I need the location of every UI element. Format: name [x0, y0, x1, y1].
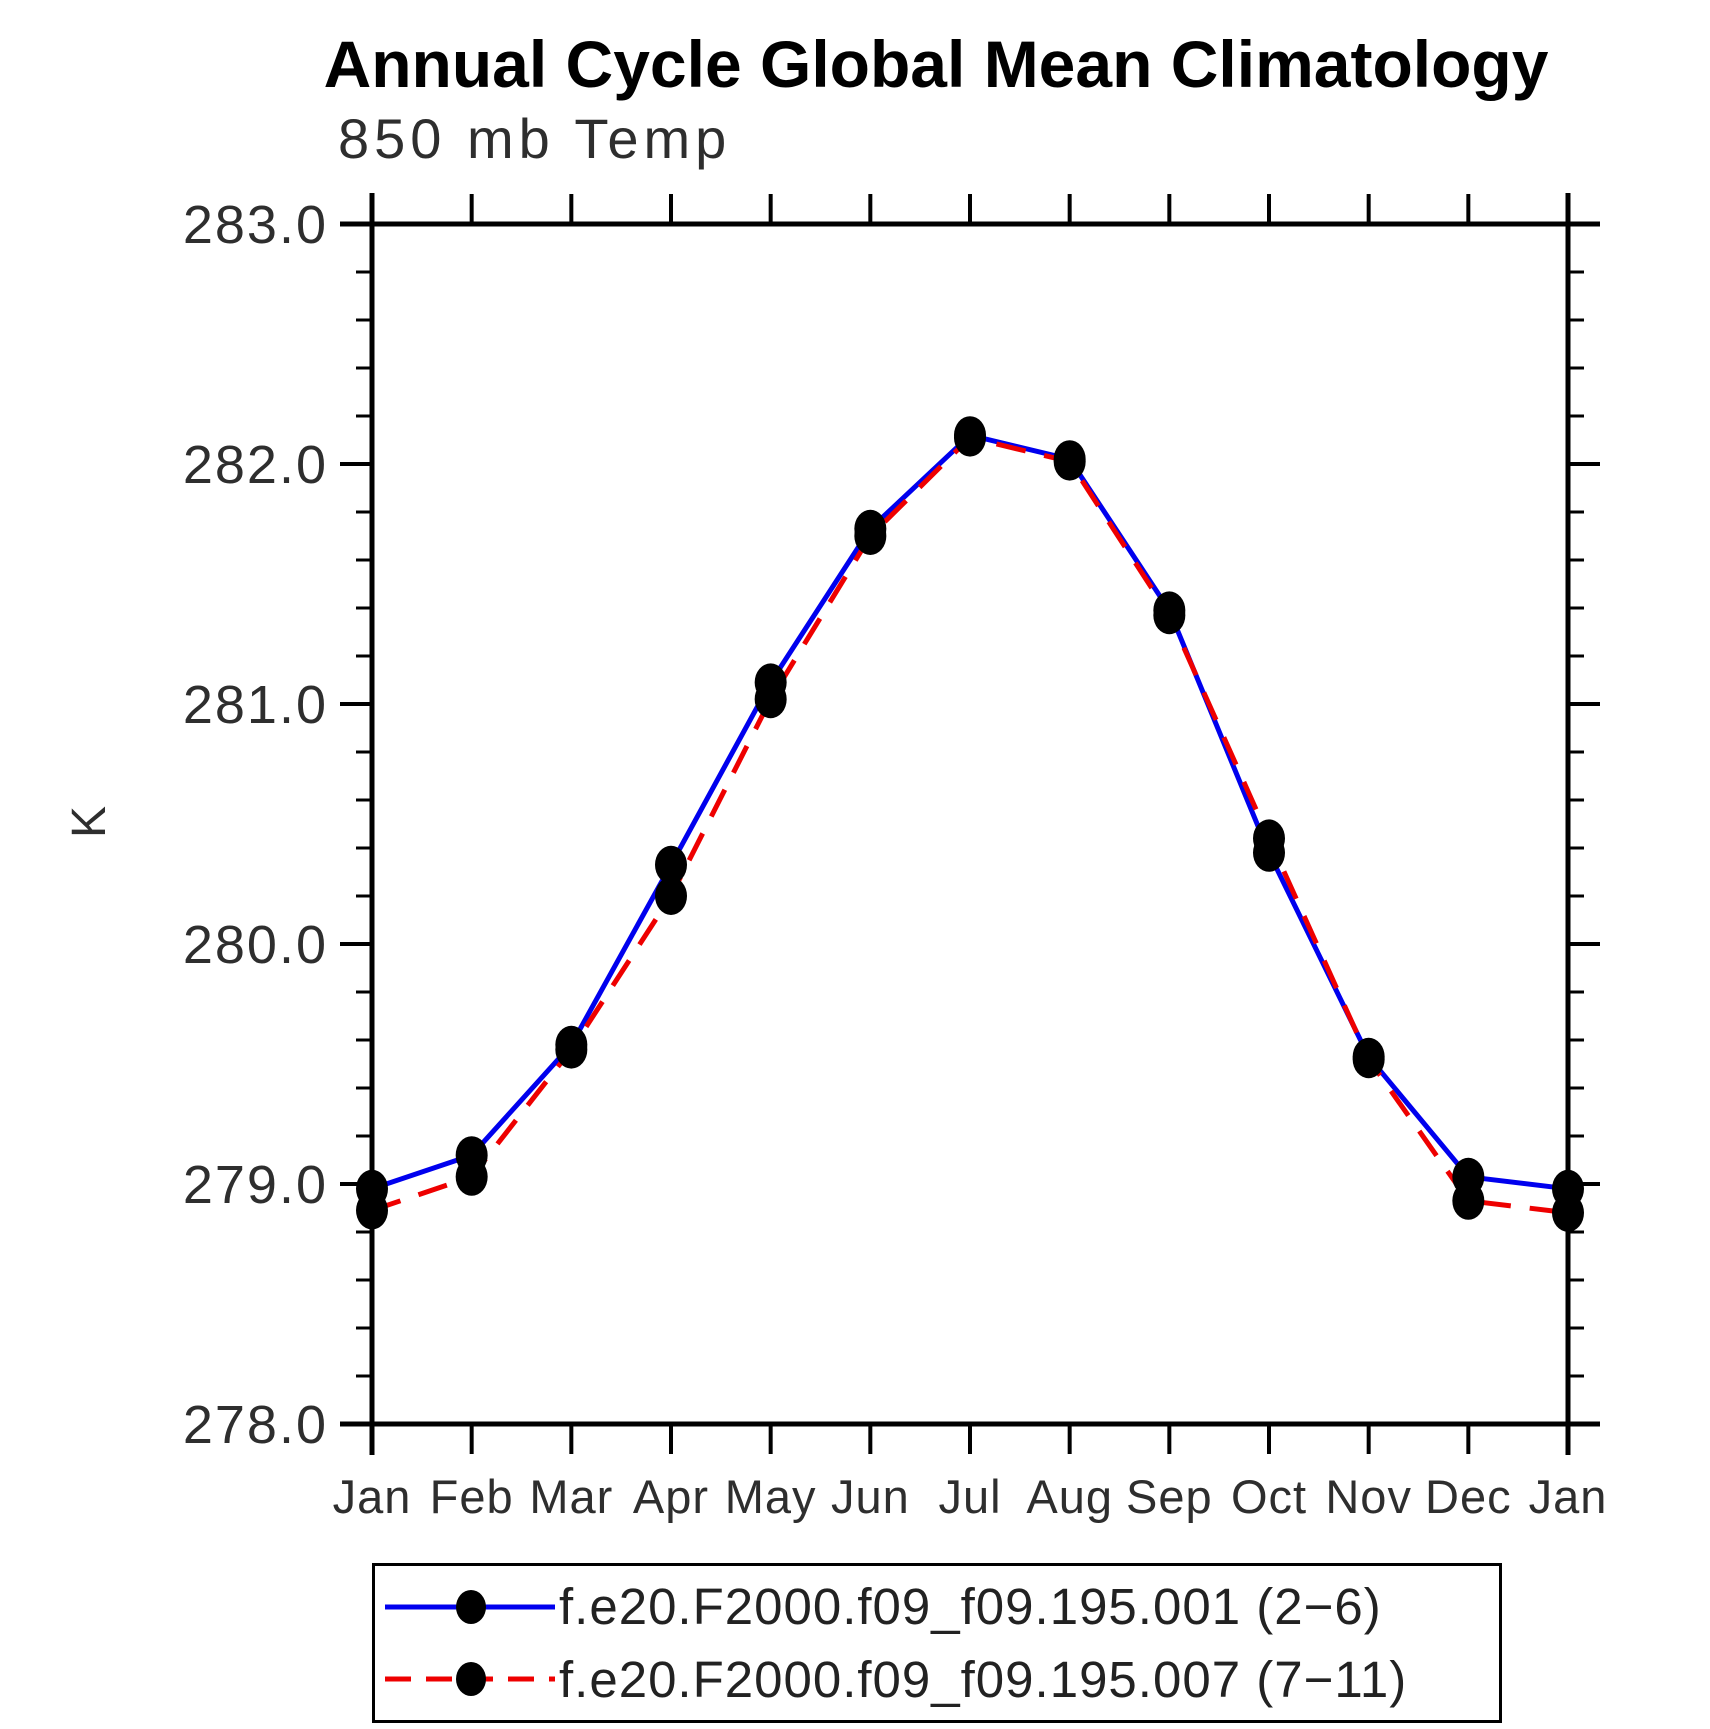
series-1-marker [1452, 1181, 1485, 1220]
series-1-marker [455, 1157, 488, 1196]
legend-item-series-2: f.e20.F2000.f09_f09.195.007 (7−11) [375, 1647, 1499, 1711]
x-tick-label: Jun [831, 1470, 910, 1523]
y-tick-label: 281.0 [183, 675, 328, 735]
legend-line-sample-1 [385, 1589, 555, 1624]
x-tick-label: Aug [1026, 1470, 1113, 1523]
x-tick-label: Jan [1529, 1470, 1608, 1523]
series-line-0 [371, 432, 1569, 1192]
chart-subtitle: 850 mb Temp [338, 107, 732, 170]
x-tick-label: Jan [333, 1470, 412, 1523]
series-1-marker [1153, 596, 1186, 635]
y-tick-label: 279.0 [183, 1155, 328, 1215]
series-1-marker [854, 517, 887, 555]
series-1-marker [1352, 1040, 1385, 1079]
series-1-marker [655, 877, 687, 915]
series-0-marker [655, 845, 687, 884]
series-1-marker [1552, 1193, 1584, 1232]
x-tick-label: Apr [633, 1470, 709, 1523]
x-tick-label: Dec [1425, 1470, 1512, 1523]
x-tick-label: Nov [1325, 1470, 1412, 1523]
chart-title: Annual Cycle Global Mean Climatology [323, 27, 1549, 101]
y-tick-label: 278.0 [183, 1395, 328, 1455]
series-1-marker [1253, 819, 1285, 858]
x-tick-label: Sep [1126, 1470, 1213, 1523]
x-tick-label: Feb [430, 1470, 514, 1523]
series-line-1 [371, 434, 1569, 1216]
y-tick-label: 280.0 [183, 915, 328, 975]
x-tick-label: Mar [529, 1470, 613, 1523]
y-tick-label: 282.0 [183, 435, 328, 495]
legend-item-series-1: f.e20.F2000.f09_f09.195.001 (2−6) [375, 1575, 1499, 1639]
legend: f.e20.F2000.f09_f09.195.001 (2−6) f.e20.… [372, 1563, 1502, 1723]
y-tick-label: 283.0 [183, 195, 328, 255]
series-1-marker [555, 1030, 588, 1069]
series-1-marker [754, 680, 787, 719]
series-1-marker [356, 1191, 388, 1230]
series-1-marker [1053, 442, 1086, 481]
series-1-marker [954, 418, 986, 457]
x-tick-label: Jul [938, 1470, 1001, 1523]
x-tick-label: Oct [1231, 1470, 1307, 1523]
legend-line-sample-2 [385, 1662, 555, 1697]
x-tick-label: May [725, 1470, 817, 1523]
legend-label-series-2: f.e20.F2000.f09_f09.195.007 (7−11) [559, 1650, 1408, 1708]
legend-label-series-1: f.e20.F2000.f09_f09.195.001 (2−6) [559, 1578, 1382, 1636]
